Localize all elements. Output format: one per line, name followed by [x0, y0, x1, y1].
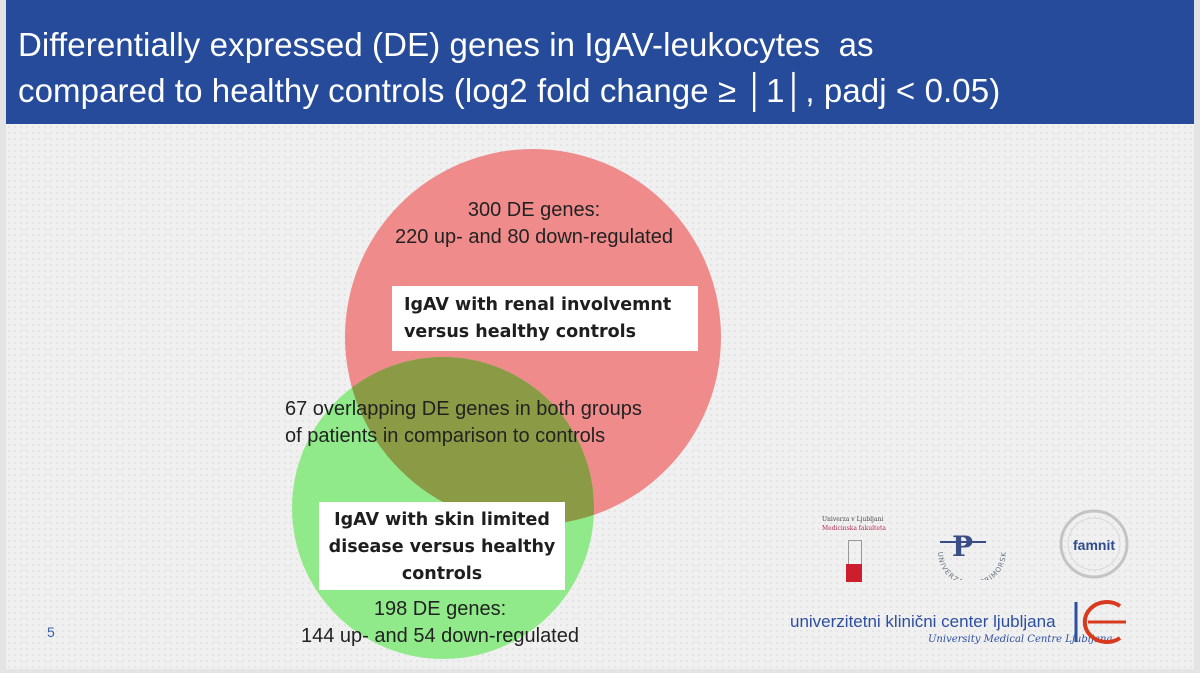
red-block-icon — [846, 564, 862, 582]
skin-count-line-2: 144 up- and 54 down-regulated — [301, 625, 579, 647]
slide-title-line-1: Differentially expressed (DE) genes in I… — [18, 26, 874, 63]
ukc-name: univerzitetni klinični center ljubljana — [790, 612, 1056, 631]
overlap-line-2: of patients in comparison to controls — [285, 425, 606, 447]
skin-label-line-1: IgAV with skin limited — [334, 510, 550, 530]
overlap-line-1: 67 overlapping DE genes in both groups — [285, 398, 642, 420]
skin-group-label: IgAV with skin limited disease versus he… — [319, 502, 565, 590]
skin-label-line-3: controls — [401, 564, 483, 584]
renal-label-line-2: versus healthy controls — [404, 322, 637, 342]
svg-text:P: P — [952, 530, 973, 563]
renal-count-text: 300 DE genes: 220 up- and 80 down-regula… — [384, 197, 684, 251]
svg-text:famnit: famnit — [1073, 537, 1115, 553]
ukc-emblem-icon — [1074, 600, 1126, 644]
renal-label-line-1: IgAV with renal involvemnt — [404, 295, 672, 315]
skin-label-line-2: disease versus healthy — [328, 537, 556, 557]
slide-title-line-2: compared to healthy controls (log2 fold … — [18, 72, 1001, 109]
skin-count-line-1: 198 DE genes: — [373, 598, 507, 620]
overlap-text: 67 overlapping DE genes in both groups o… — [285, 396, 642, 450]
slide-number: 5 — [47, 624, 55, 640]
university-ljubljana-logo: Univerza v Ljubljani Medicinska fakultet… — [818, 512, 896, 582]
ukc-subtitle: University Medical Centre Ljubljana — [928, 634, 1113, 645]
university-primorska-logo: UNIVERZA NA PRIMORSKEM P — [924, 512, 1007, 580]
renal-count-line-1: 300 DE genes: — [467, 199, 601, 221]
building-icon — [848, 540, 862, 565]
slide-header: Differentially expressed (DE) genes in I… — [6, 0, 1194, 124]
famnit-logo: famnit — [1059, 509, 1129, 579]
skin-count-text: 198 DE genes: 144 up- and 54 down-regula… — [280, 596, 600, 650]
renal-count-line-2: 220 up- and 80 down-regulated — [395, 226, 673, 248]
renal-group-label: IgAV with renal involvemnt versus health… — [392, 286, 698, 351]
